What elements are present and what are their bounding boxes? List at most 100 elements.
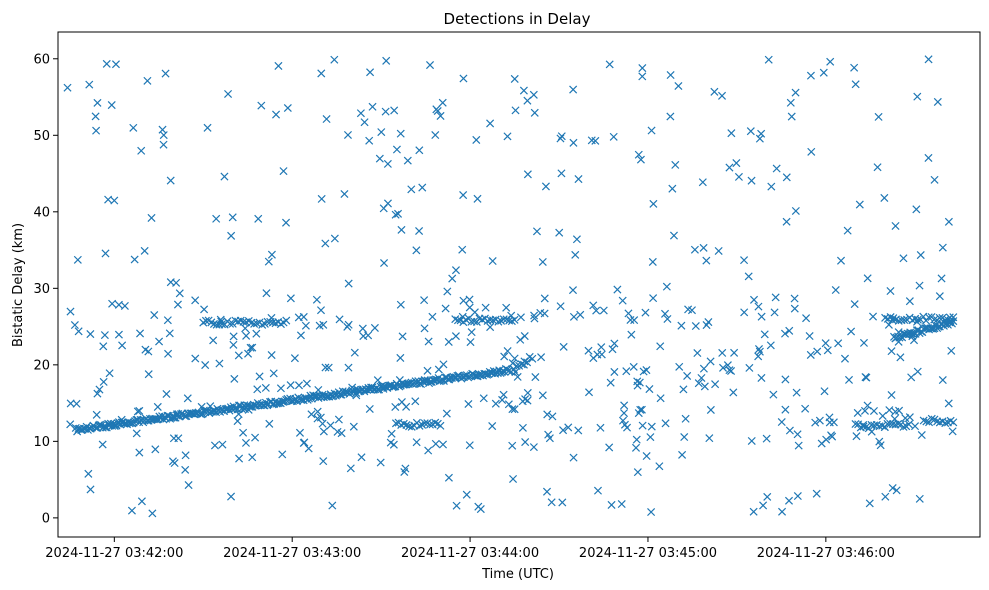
data-point	[425, 420, 434, 429]
data-point	[760, 330, 769, 339]
data-point	[473, 194, 482, 203]
data-point	[844, 375, 854, 384]
data-point	[559, 342, 568, 351]
data-point	[740, 308, 749, 317]
data-point	[181, 465, 190, 474]
data-point	[528, 354, 537, 363]
data-point	[930, 175, 939, 184]
data-point	[299, 312, 308, 321]
data-point	[344, 320, 353, 329]
data-point	[153, 402, 162, 411]
data-point	[757, 129, 766, 138]
data-point	[634, 150, 643, 159]
data-point	[412, 438, 421, 447]
data-point	[494, 317, 503, 326]
data-point	[894, 419, 903, 428]
data-point	[150, 311, 159, 320]
data-point	[442, 409, 451, 418]
data-point	[912, 205, 921, 214]
data-point	[915, 281, 924, 290]
data-point	[491, 399, 500, 408]
data-point	[910, 422, 920, 431]
data-point	[630, 316, 639, 325]
data-point	[791, 88, 800, 97]
data-point	[210, 441, 219, 450]
data-point	[632, 435, 641, 444]
data-point	[396, 300, 405, 309]
data-point	[863, 274, 872, 283]
data-point	[754, 302, 763, 311]
data-point	[863, 401, 872, 410]
data-point	[510, 405, 519, 414]
data-point	[201, 361, 210, 370]
data-point	[500, 352, 509, 361]
data-point	[242, 331, 251, 340]
data-point	[184, 481, 193, 490]
data-point	[599, 306, 608, 315]
data-point	[618, 416, 628, 425]
data-point	[806, 350, 815, 359]
data-point	[330, 55, 339, 64]
data-point	[364, 331, 373, 340]
data-point	[312, 295, 321, 304]
data-point	[386, 438, 395, 447]
data-point	[853, 408, 862, 417]
data-point	[589, 354, 598, 363]
y-tick-label: 60	[33, 52, 50, 67]
data-point	[381, 107, 390, 116]
data-point	[922, 417, 931, 426]
data-point	[913, 315, 922, 324]
data-point	[605, 443, 614, 452]
data-point	[943, 315, 952, 325]
data-point	[322, 114, 331, 124]
data-point	[706, 405, 715, 414]
data-point	[821, 339, 830, 348]
data-point	[790, 294, 799, 303]
data-point	[636, 405, 645, 414]
data-point	[133, 407, 142, 416]
data-point	[248, 343, 257, 352]
data-point	[365, 404, 374, 414]
data-point	[132, 429, 141, 438]
data-point	[356, 109, 365, 118]
data-point	[718, 348, 727, 357]
data-point	[834, 339, 843, 348]
data-point	[666, 112, 675, 121]
data-point	[441, 304, 450, 313]
x-tick-label: 2024-11-27 03:46:00	[757, 546, 895, 561]
data-point	[802, 314, 811, 323]
data-point	[274, 61, 283, 70]
data-point	[540, 294, 549, 303]
data-point	[279, 167, 288, 176]
data-point	[191, 354, 200, 363]
data-point	[151, 445, 160, 454]
data-point	[326, 421, 335, 430]
data-point	[431, 418, 440, 427]
data-point	[556, 134, 565, 143]
data-point	[825, 418, 834, 427]
data-point	[296, 395, 305, 404]
data-point	[646, 433, 655, 442]
data-point	[234, 351, 243, 360]
data-point	[674, 81, 683, 91]
data-point	[786, 98, 795, 107]
data-point	[398, 332, 407, 341]
data-point	[620, 420, 629, 429]
data-point	[488, 257, 497, 266]
data-point	[373, 376, 382, 385]
data-point	[436, 421, 445, 430]
data-point	[949, 418, 958, 427]
data-point	[532, 227, 542, 236]
data-point	[93, 389, 102, 398]
data-point	[403, 156, 412, 165]
data-point	[770, 308, 779, 317]
data-point	[780, 329, 790, 338]
data-point	[498, 395, 507, 404]
data-point	[937, 274, 946, 283]
data-point	[778, 507, 787, 516]
data-point	[629, 362, 638, 371]
data-point	[606, 378, 615, 387]
data-point	[319, 427, 328, 436]
data-point	[465, 295, 474, 304]
